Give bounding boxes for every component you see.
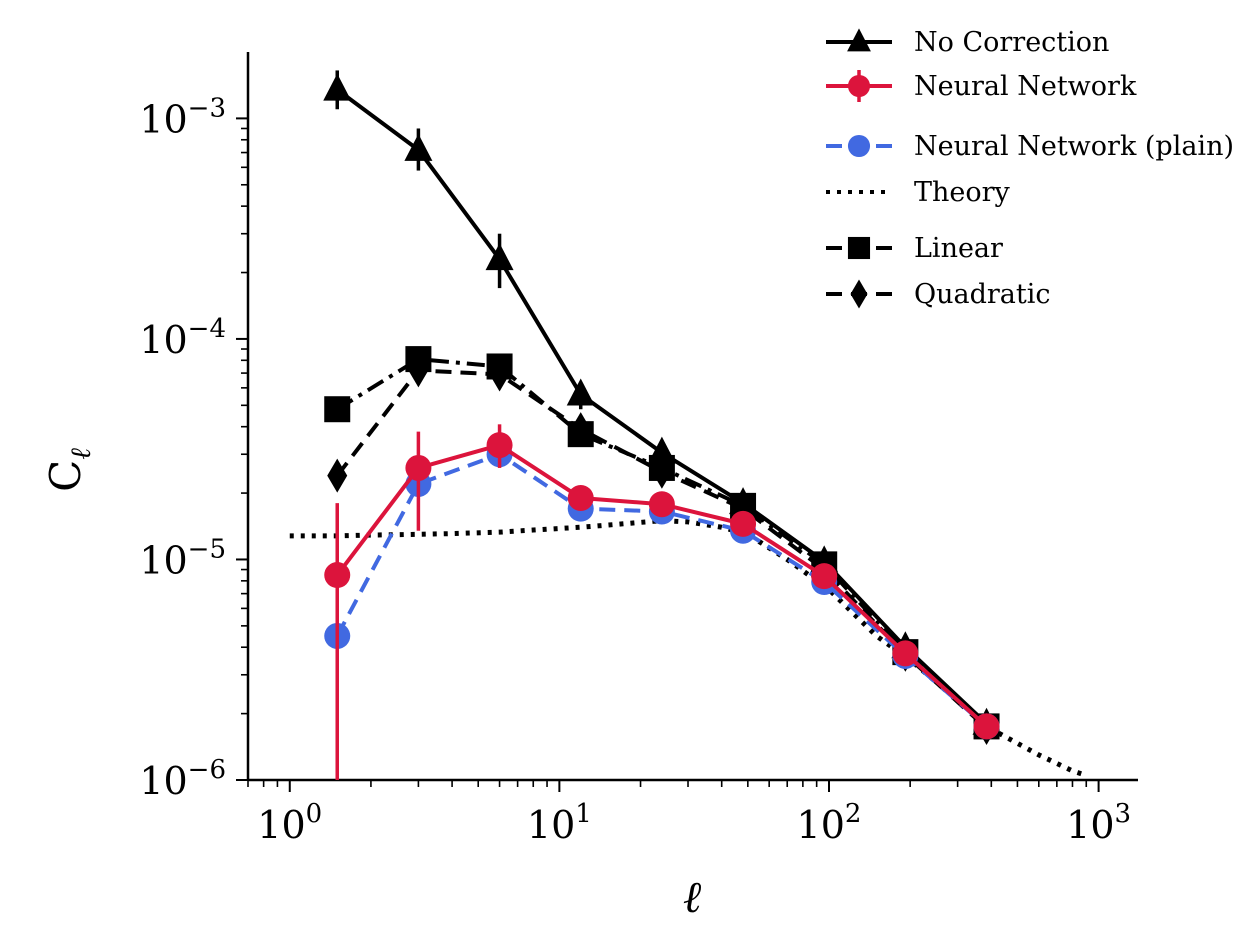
series-theory [289, 518, 1088, 778]
y-tick-label: 10−5 [139, 534, 226, 582]
legend-marker-neural-network-plain [847, 134, 871, 158]
legend-item-neural-network: Neural Network [826, 70, 1137, 102]
data-point-linear [324, 396, 351, 423]
legend-marker-quadratic [850, 279, 868, 309]
y-axis-label: Cℓ [41, 448, 97, 492]
legend-item-quadratic: Quadratic [826, 279, 1051, 310]
series-line-quadratic [335, 368, 988, 730]
data-point-no-correction [485, 243, 514, 271]
y-tick-label: 10−4 [139, 314, 226, 362]
data-point-neural-network [567, 484, 594, 511]
data-point-neural-network [811, 563, 838, 590]
y-tick-label: 10−3 [139, 93, 226, 141]
series-quadratic [327, 353, 997, 746]
x-axis-label: ℓ [683, 872, 702, 923]
series-no-correction [323, 70, 1001, 735]
series-line-theory [289, 518, 1088, 778]
data-point-neural-network [892, 640, 919, 667]
legend-marker-neural-network [847, 74, 871, 98]
y-axis-label-sub: ℓ [64, 448, 97, 460]
data-point-quadratic [408, 353, 429, 388]
legend-item-theory: Theory [826, 177, 1011, 208]
y-axis-label-main: C [41, 460, 90, 492]
legend-item-no-correction: No Correction [826, 27, 1109, 58]
legend-label-no-correction: No Correction [914, 27, 1109, 58]
series-layer [289, 70, 1088, 780]
legend-label-linear: Linear [914, 233, 1003, 264]
legend: No Correction Neural Network Neural Networ… [826, 27, 1234, 310]
x-tick-label: 102 [797, 799, 862, 847]
series-line-linear [336, 357, 988, 728]
legend-label-neural-network-plain: Neural Network (plain) [914, 131, 1234, 162]
data-point-neural-network [405, 454, 432, 481]
data-point-neural-network [324, 562, 351, 589]
data-point-no-correction [404, 133, 433, 161]
svg-text:Cℓ: Cℓ [41, 448, 97, 492]
legend-label-quadratic: Quadratic [914, 279, 1051, 310]
x-tick-label: 100 [257, 799, 322, 847]
legend-label-theory: Theory [914, 177, 1011, 208]
legend-label-neural-network: Neural Network [914, 71, 1137, 102]
data-point-quadratic [570, 412, 591, 447]
data-point-quadratic [327, 458, 348, 493]
x-tick-label: 101 [527, 799, 592, 847]
data-point-neural-network [973, 713, 1000, 740]
legend-item-linear: Linear [826, 233, 1003, 264]
legend-marker-no-correction [847, 28, 871, 52]
data-point-no-correction [566, 378, 595, 406]
data-point-neural-network [648, 491, 675, 518]
series-neural-network [324, 424, 1000, 780]
data-point-neural-network [486, 432, 513, 459]
series-linear [324, 346, 1000, 740]
data-point-no-correction [647, 436, 676, 464]
data-point-neural-network [730, 510, 757, 537]
legend-item-neural-network-plain: Neural Network (plain) [826, 131, 1234, 162]
x-tick-label: 103 [1066, 799, 1131, 847]
legend-marker-linear [847, 236, 871, 260]
axes [246, 52, 1138, 782]
data-point-no-correction [729, 487, 758, 515]
y-tick-label: 10−6 [139, 755, 226, 803]
data-point-no-correction [323, 73, 352, 101]
series-line-no-correction [336, 88, 988, 726]
ticks: 100 101 102 103 10−6 10−5 10−4 10−3 [139, 93, 1131, 847]
data-point-quadratic [489, 357, 510, 392]
